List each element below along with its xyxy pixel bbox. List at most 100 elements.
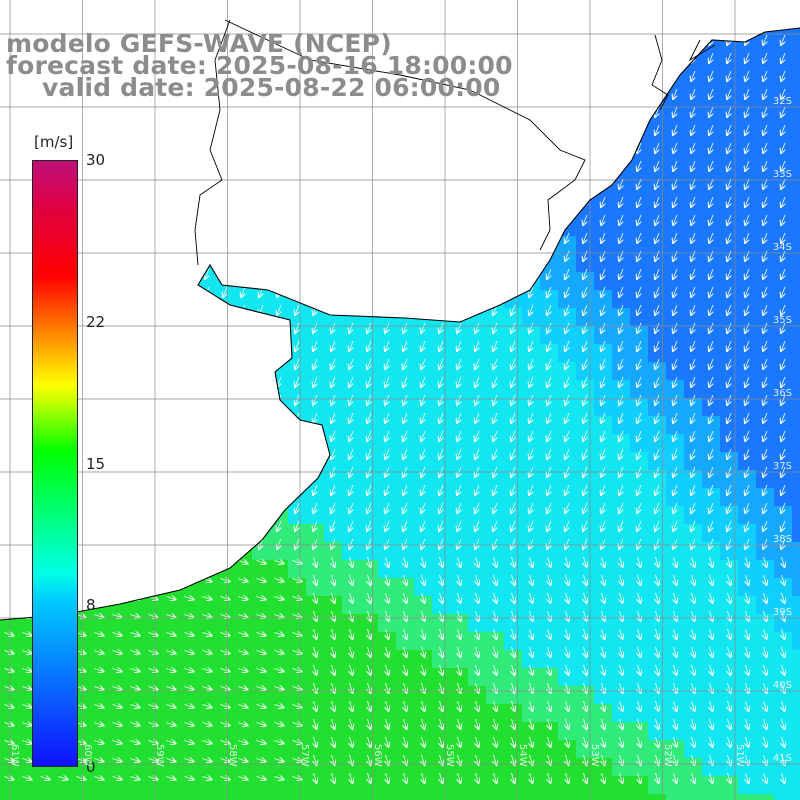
field-cell [108, 236, 126, 254]
field-cell [594, 794, 612, 800]
field-cell [108, 776, 126, 794]
wind-arrow [277, 106, 281, 117]
field-cell [792, 632, 800, 650]
field-cell [450, 128, 468, 146]
wind-arrow [349, 250, 353, 261]
field-cell [792, 722, 800, 740]
wind-arrow [97, 358, 101, 369]
wind-arrow [349, 106, 353, 117]
wind-arrow [223, 214, 227, 225]
wind-arrow [601, 106, 605, 117]
field-cell [540, 794, 558, 800]
wind-arrow [619, 34, 623, 45]
field-cell [792, 758, 800, 776]
wind-arrow [583, 178, 587, 189]
wind-arrow [349, 232, 353, 243]
field-cell [234, 236, 252, 254]
field-cell [216, 776, 234, 794]
wind-arrow [241, 394, 245, 405]
field-cell [270, 776, 288, 794]
field-cell [396, 272, 414, 290]
field-cell [144, 272, 162, 290]
wind-arrow [385, 160, 389, 171]
field-cell [666, 290, 684, 308]
field-cell [630, 272, 648, 290]
wind-arrow [457, 214, 461, 225]
field-cell [216, 506, 234, 524]
field-cell [630, 380, 648, 398]
field-cell [0, 686, 18, 704]
longitude-label: 53W [589, 744, 600, 767]
field-cell [666, 398, 684, 416]
field-cell [360, 416, 378, 434]
wind-arrow [241, 232, 245, 243]
wind-arrow [205, 106, 209, 117]
field-cell [666, 56, 684, 74]
wind-arrow [133, 178, 137, 189]
field-cell [162, 182, 180, 200]
wind-arrow [475, 250, 479, 261]
wind-arrow [187, 178, 191, 189]
wind-arrow [223, 430, 227, 441]
field-cell [180, 596, 198, 614]
field-cell [486, 272, 504, 290]
wind-arrow [7, 322, 11, 333]
wind-arrow [7, 88, 11, 99]
wind-arrow [457, 286, 461, 297]
wind-arrow [313, 214, 317, 225]
field-cell [252, 164, 270, 182]
field-cell [180, 362, 198, 380]
field-cell [432, 164, 450, 182]
field-cell [648, 308, 666, 326]
wind-arrow [475, 304, 479, 315]
field-cell [144, 488, 162, 506]
field-cell [198, 164, 216, 182]
field-cell [252, 200, 270, 218]
wind-arrow [97, 232, 101, 243]
field-cell [162, 218, 180, 236]
wind-arrow [565, 160, 569, 171]
wind-arrow [187, 448, 191, 459]
field-cell [288, 128, 306, 146]
wind-arrow [619, 160, 623, 171]
field-cell [450, 164, 468, 182]
wind-arrow [529, 142, 533, 153]
field-cell [450, 326, 468, 344]
field-cell [738, 308, 756, 326]
field-cell [396, 794, 414, 800]
field-cell [414, 110, 432, 128]
field-cell [324, 398, 342, 416]
wind-arrow [169, 322, 173, 333]
wind-arrow [457, 178, 461, 189]
wind-arrow [493, 160, 497, 171]
field-cell [342, 470, 360, 488]
wind-arrow [331, 304, 335, 315]
field-cell [198, 398, 216, 416]
wind-arrow [313, 196, 317, 207]
field-cell [144, 326, 162, 344]
field-cell [774, 128, 792, 146]
wind-arrow [169, 412, 173, 423]
field-cell [108, 128, 126, 146]
field-cell [108, 416, 126, 434]
field-cell [738, 254, 756, 272]
field-cell [774, 272, 792, 290]
field-cell [486, 290, 504, 308]
field-cell [774, 434, 792, 452]
field-cell [288, 200, 306, 218]
field-cell [234, 164, 252, 182]
wind-arrow [457, 232, 461, 243]
field-cell [432, 488, 450, 506]
field-cell [306, 110, 324, 128]
field-cell [108, 218, 126, 236]
wind-arrow [511, 214, 515, 225]
field-cell [486, 128, 504, 146]
field-cell [0, 722, 18, 740]
field-cell [288, 272, 306, 290]
wind-arrow [493, 34, 497, 45]
wind-arrow [511, 196, 515, 207]
field-cell [306, 146, 324, 164]
wind-arrow [259, 448, 263, 459]
wind-arrow [169, 142, 173, 153]
field-cell [792, 488, 800, 506]
